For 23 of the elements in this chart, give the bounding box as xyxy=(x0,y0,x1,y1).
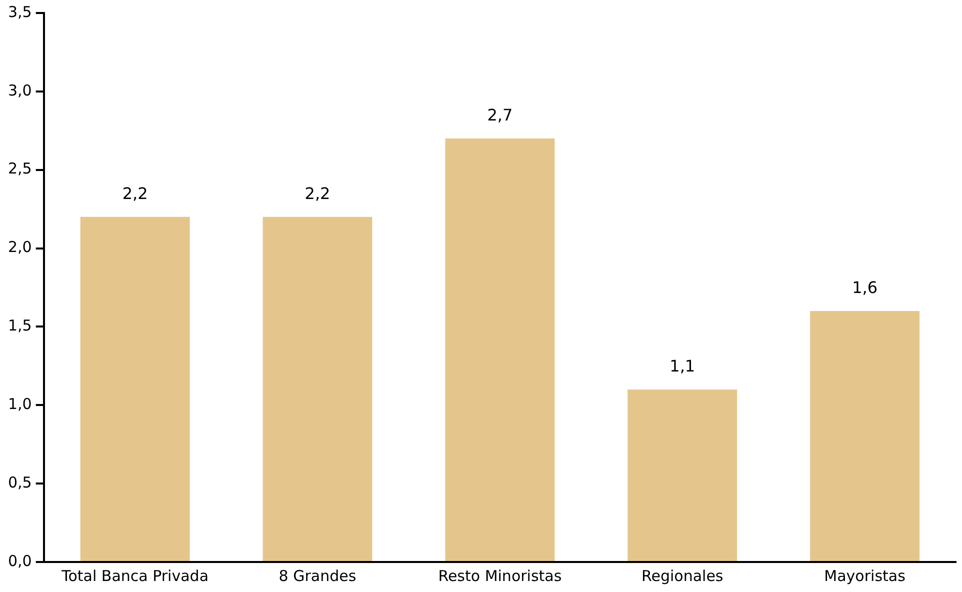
bar xyxy=(628,389,738,561)
x-tick-label: Mayoristas xyxy=(824,566,906,585)
data-label: 2,2 xyxy=(304,184,330,204)
y-tick-label: 2,0 xyxy=(8,238,32,256)
y-tick-label: 0,0 xyxy=(8,552,32,570)
data-label: 1,6 xyxy=(852,278,878,298)
y-tick-label: 1,0 xyxy=(8,395,32,414)
y-tick-label: 3,0 xyxy=(8,81,32,100)
data-label: 1,1 xyxy=(670,356,696,376)
bar xyxy=(80,216,190,561)
y-tick-label: 1,5 xyxy=(8,316,32,335)
x-tick-label: Total Banca Privada xyxy=(60,566,209,585)
bar xyxy=(445,138,555,561)
bar xyxy=(262,216,372,561)
y-tick-label: 3,5 xyxy=(8,2,32,21)
y-tick-label: 0,5 xyxy=(8,473,32,492)
data-label: 2,7 xyxy=(487,106,513,125)
x-tick-label: Resto Minoristas xyxy=(438,566,562,585)
data-label: 2,2 xyxy=(122,184,148,204)
y-tick-label: 2,5 xyxy=(8,160,32,178)
x-tick-label: Regionales xyxy=(641,566,724,585)
x-tick-label: 8 Grandes xyxy=(278,566,356,585)
bar xyxy=(810,311,920,561)
